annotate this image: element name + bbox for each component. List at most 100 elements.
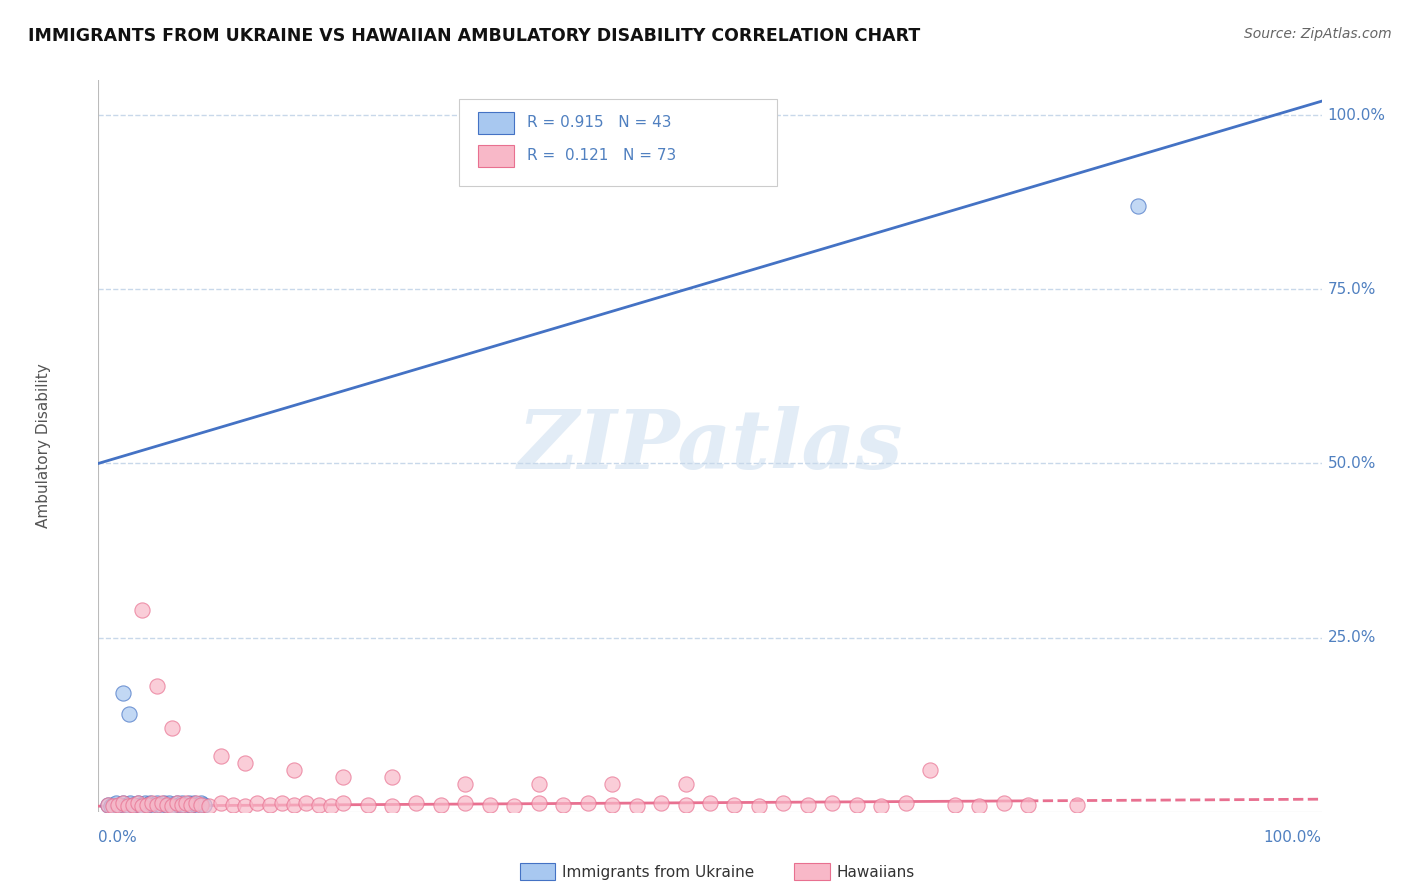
Point [120,797,142,811]
Point [180,797,202,812]
Point [156,797,179,812]
Point [283,763,305,777]
Point [101,797,124,812]
Point [675,777,697,791]
Point [139,797,162,811]
Point [527,777,550,791]
Point [503,799,526,814]
Point [845,797,868,812]
FancyBboxPatch shape [460,99,778,186]
Point [430,797,453,812]
Point [136,797,159,812]
Point [821,797,844,811]
Point [454,777,477,791]
Point [332,770,354,784]
Text: 100.0%: 100.0% [1264,830,1322,845]
Point [160,799,183,814]
Point [699,797,721,811]
Point [176,797,198,811]
Point [319,799,342,814]
Point [190,797,212,812]
Point [405,797,427,811]
Point [553,797,575,812]
Point [117,799,139,814]
Point [600,797,623,812]
Point [97,797,120,812]
Text: R =  0.121   N = 73: R = 0.121 N = 73 [526,148,676,163]
Point [183,797,205,811]
Point [97,797,120,812]
Text: 0.0%: 0.0% [98,830,138,845]
Point [141,797,163,811]
Text: R = 0.915   N = 43: R = 0.915 N = 43 [526,115,671,130]
Point [160,721,183,735]
Text: Source: ZipAtlas.com: Source: ZipAtlas.com [1244,27,1392,41]
Point [153,797,176,811]
Point [110,797,132,812]
Point [259,797,281,812]
Point [150,799,173,814]
Point [118,707,141,722]
Point [209,797,232,811]
Point [209,749,232,764]
Point [308,797,330,812]
Point [723,797,745,812]
Point [150,797,173,811]
Point [131,799,153,814]
Point [233,799,256,814]
Point [478,797,501,812]
Point [967,799,990,814]
Point [295,797,318,811]
Point [381,799,404,814]
Point [104,797,127,811]
Point [626,799,648,814]
Point [187,799,209,814]
Point [894,797,917,811]
Point [141,797,163,812]
Point [129,797,152,812]
Text: Ambulatory Disability: Ambulatory Disability [37,364,51,528]
Point [170,797,193,811]
Point [246,797,269,811]
Bar [478,112,515,134]
Point [157,797,180,811]
Text: IMMIGRANTS FROM UKRAINE VS HAWAIIAN AMBULATORY DISABILITY CORRELATION CHART: IMMIGRANTS FROM UKRAINE VS HAWAIIAN AMBU… [28,27,921,45]
Point [186,797,208,811]
Point [920,763,942,777]
Point [121,797,143,812]
Point [270,797,294,811]
Point [197,799,219,814]
Point [650,797,672,811]
Point [356,797,378,812]
Point [180,797,202,812]
Point [146,797,169,811]
Point [146,679,169,693]
Point [111,686,134,700]
Text: Immigrants from Ukraine: Immigrants from Ukraine [562,865,755,880]
Text: 100.0%: 100.0% [1327,108,1386,122]
Point [1017,797,1039,812]
Point [167,797,190,812]
Point [600,777,623,791]
Point [107,797,129,812]
Point [114,799,136,814]
Point [332,797,354,811]
Point [186,797,208,812]
Point [166,797,188,811]
Point [527,797,550,811]
Point [100,799,122,814]
Point [101,799,124,814]
Text: Hawaiians: Hawaiians [837,865,915,880]
Point [121,797,143,812]
Bar [478,145,515,167]
Point [107,799,129,814]
Text: ZIPatlas: ZIPatlas [517,406,903,486]
Point [170,797,193,812]
Point [156,797,179,812]
Point [149,797,172,812]
Point [177,797,200,811]
Text: 25.0%: 25.0% [1327,630,1376,645]
Point [222,797,245,812]
Point [131,603,153,617]
Text: 50.0%: 50.0% [1327,456,1376,471]
